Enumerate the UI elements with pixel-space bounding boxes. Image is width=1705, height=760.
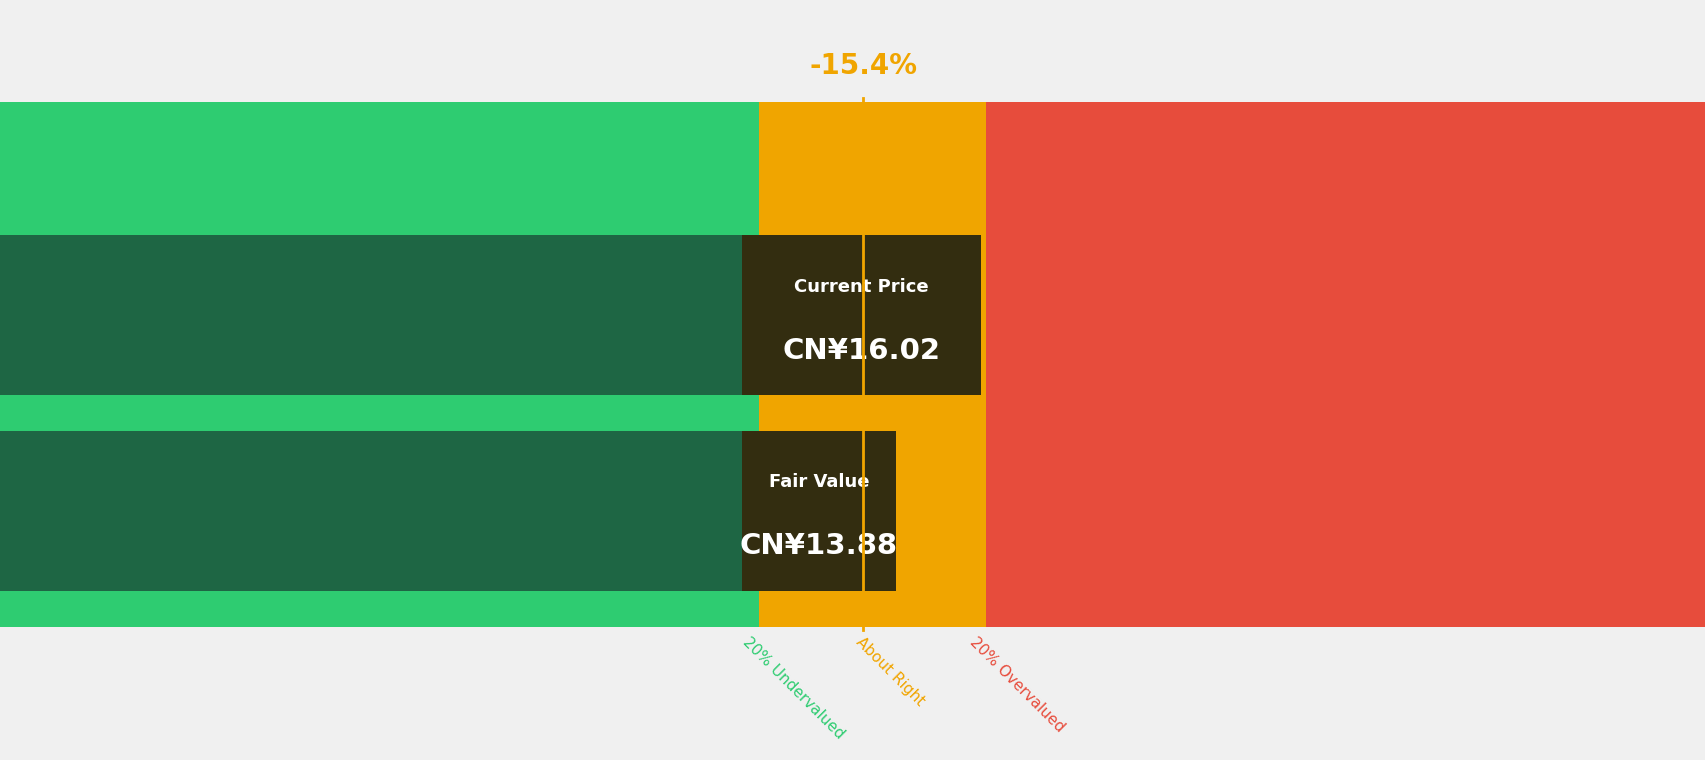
Bar [742,236,980,395]
Bar [0,236,759,395]
Text: -15.4%: -15.4% [808,52,917,80]
Text: About Right: About Right [852,634,928,708]
Bar [759,102,985,627]
Text: Fair Value: Fair Value [769,473,868,491]
Bar [742,431,895,591]
Text: CN¥13.88: CN¥13.88 [740,532,897,560]
Text: Current Price: Current Price [795,277,928,296]
Text: Overvalued: Overvalued [810,115,916,133]
Bar [0,431,759,591]
Text: 20% Overvalued: 20% Overvalued [967,634,1067,734]
Text: CN¥16.02: CN¥16.02 [783,337,939,365]
Bar [0,102,759,627]
Bar [985,102,1705,627]
Text: 20% Undervalued: 20% Undervalued [740,634,847,741]
